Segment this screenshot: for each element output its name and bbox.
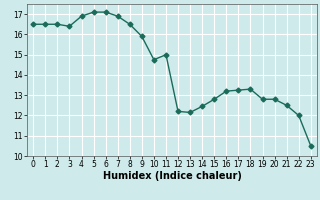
X-axis label: Humidex (Indice chaleur): Humidex (Indice chaleur) [103, 171, 241, 181]
